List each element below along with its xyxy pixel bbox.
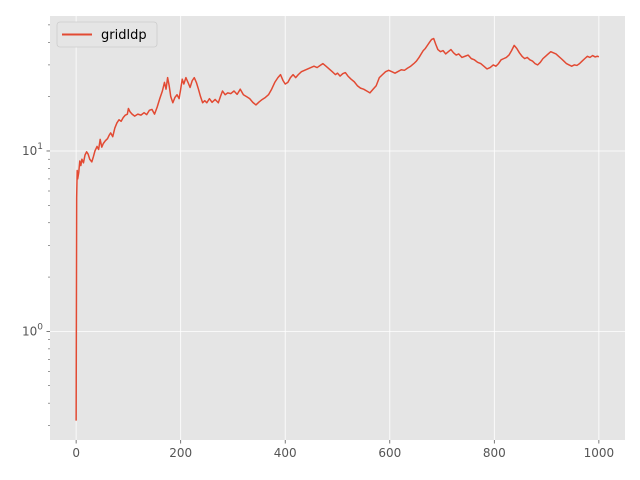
- x-tick-label: 1000: [584, 446, 615, 460]
- x-tick-label: 200: [169, 446, 192, 460]
- axis-ticks: 0 200 400 600 800 1000 100 101: [22, 142, 614, 460]
- series-line-gridldp: [75, 37, 600, 421]
- legend-box: [56, 21, 158, 48]
- x-tick-label: 800: [483, 446, 506, 460]
- series-layer: [75, 37, 600, 421]
- x-tick-label: 600: [378, 446, 401, 460]
- y-tick-label: 100: [22, 322, 43, 338]
- y-minor-ticks: [48, 24, 50, 427]
- x-tick-label: 400: [274, 446, 297, 460]
- legend-label: gridldp: [101, 28, 147, 43]
- x-tick-label: 0: [72, 446, 80, 460]
- legend: gridldp: [56, 21, 158, 48]
- y-tick-label: 101: [22, 142, 43, 158]
- plot-area: [50, 16, 625, 440]
